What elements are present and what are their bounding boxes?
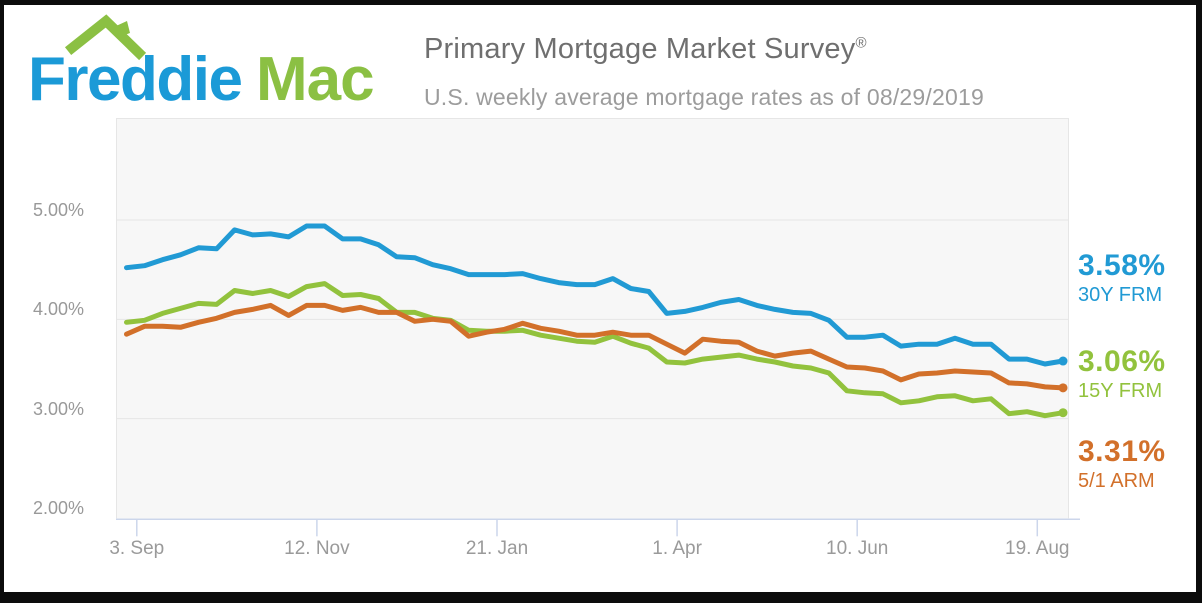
- registered-trademark: ®: [855, 34, 867, 52]
- page-subtitle: U.S. weekly average mortgage rates as of…: [424, 84, 984, 110]
- series-end-marker-15y-frm: [1058, 408, 1068, 418]
- series-end-marker-30y-frm: [1058, 356, 1068, 366]
- rate-name-5-1-arm: 5/1 ARM: [1078, 470, 1155, 492]
- rate-value-5-1-arm: 3.31%: [1078, 435, 1166, 468]
- rate-name-15y-frm: 15Y FRM: [1078, 380, 1163, 402]
- series-line-15y-frm: [124, 281, 1066, 419]
- rate-name-30y-frm: 30Y FRM: [1078, 284, 1163, 306]
- y-axis-label: 2.00%: [32, 497, 84, 518]
- y-axis-label: 4.00%: [32, 299, 84, 320]
- page-title-text: Primary Mortgage Market Survey: [424, 33, 856, 65]
- rate-value-30y-frm: 3.58%: [1078, 249, 1166, 282]
- plot-area: [116, 118, 1069, 519]
- annotation-5-1-arm: 3.31% 5/1 ARM: [1078, 436, 1166, 492]
- series-line-30y-frm: [124, 223, 1066, 367]
- rate-value-15y-frm: 3.06%: [1078, 345, 1166, 378]
- logo-roof-icon: [64, 14, 147, 61]
- annotation-30y-frm: 3.58% 30Y FRM: [1078, 250, 1166, 306]
- logo-word-mac: Mac: [256, 45, 374, 108]
- x-axis-label: 1. Apr: [652, 538, 702, 559]
- x-axis-label: 3. Sep: [109, 538, 165, 559]
- y-axis-label: 3.00%: [32, 398, 84, 419]
- page-title: Primary Mortgage Market Survey®: [424, 33, 867, 66]
- logo-word-freddie: Freddie: [28, 45, 241, 108]
- x-axis-label: 21. Jan: [465, 538, 529, 559]
- series-line-5-1-arm: [124, 302, 1066, 391]
- series-end-marker-5-1-arm: [1058, 383, 1068, 393]
- x-axis-label: 12. Nov: [284, 538, 350, 559]
- freddie-mac-logo: Freddie Mac: [28, 14, 375, 108]
- x-axis-label: 10. Jun: [826, 538, 889, 559]
- x-axis-label: 19. Aug: [1005, 538, 1070, 559]
- y-axis-label: 5.00%: [32, 200, 84, 220]
- plot-border: [116, 118, 1069, 519]
- annotation-15y-frm: 3.06% 15Y FRM: [1078, 346, 1166, 402]
